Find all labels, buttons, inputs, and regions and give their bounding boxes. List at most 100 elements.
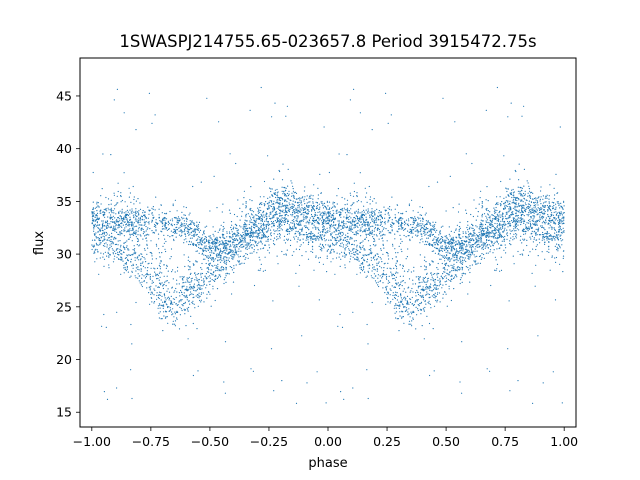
data-point [445,237,447,239]
data-point [323,222,325,224]
data-point [126,268,128,270]
data-point [123,242,125,244]
data-point [476,246,478,248]
data-point [247,242,249,244]
data-point [513,238,515,240]
data-point [439,242,441,244]
data-point [427,221,429,223]
data-point [400,301,402,303]
data-point [139,282,141,284]
data-point [117,240,119,242]
data-point [448,285,450,287]
data-point [368,263,370,265]
data-point [469,281,471,283]
data-point [333,227,335,229]
data-point [367,210,369,212]
data-point [390,289,392,291]
data-point [206,293,208,295]
data-point [438,248,440,250]
data-point [469,267,471,269]
data-point [205,277,207,279]
data-point [364,271,366,273]
data-point [133,196,135,198]
data-point [389,288,391,290]
data-point [344,256,346,258]
data-point [507,348,509,350]
data-point [118,218,120,220]
data-point [340,243,342,245]
data-point [286,192,288,195]
data-point [249,227,251,229]
data-point [401,303,404,305]
data-point [417,216,419,218]
data-point [456,243,458,245]
data-point [165,267,167,269]
data-point [247,257,249,259]
data-point [264,228,266,231]
data-point [434,246,436,249]
data-point [141,277,143,279]
data-point [436,285,438,287]
data-point [110,199,112,201]
data-point [448,245,450,247]
data-point [204,249,206,251]
data-point [353,253,355,255]
data-point [336,195,338,197]
data-point [477,215,479,217]
data-point [184,313,186,315]
data-point [352,256,354,258]
data-point [385,277,387,279]
data-point [357,210,359,212]
data-point [524,190,526,192]
data-point [408,231,410,233]
data-point [193,289,195,291]
data-point [342,210,344,212]
data-point [415,276,417,278]
data-point [173,298,176,300]
data-point [150,240,152,242]
data-point [265,235,267,238]
data-point [523,233,525,235]
data-point [458,235,460,237]
data-point [151,258,153,260]
data-point [299,211,302,213]
data-point [425,294,427,296]
data-point [415,300,417,302]
data-point [196,285,198,287]
data-point [383,267,385,269]
data-point [250,245,252,247]
data-point [325,239,327,241]
data-point [417,225,419,227]
data-point [166,229,168,231]
data-point [452,245,454,247]
data-point [256,232,258,234]
data-point [301,219,303,221]
data-point [388,214,390,216]
data-point [473,199,475,201]
data-point [176,291,178,293]
data-point [286,204,288,206]
data-point [347,209,349,211]
data-point [199,295,201,297]
data-point [348,218,350,221]
data-point [120,244,122,246]
data-point [346,236,348,238]
data-point [193,229,195,231]
data-point [170,295,172,297]
data-point [139,244,141,246]
data-point [286,105,288,107]
data-point [420,233,422,235]
data-point [367,240,370,242]
data-point [428,222,430,224]
data-point [193,222,195,224]
data-point [335,229,337,231]
data-point [512,188,514,191]
data-point [304,186,306,188]
data-point [453,263,455,265]
data-point [232,244,234,246]
data-point [298,264,301,266]
data-point [530,212,532,214]
data-point [312,238,315,240]
data-point [365,276,367,278]
data-point [166,290,168,292]
